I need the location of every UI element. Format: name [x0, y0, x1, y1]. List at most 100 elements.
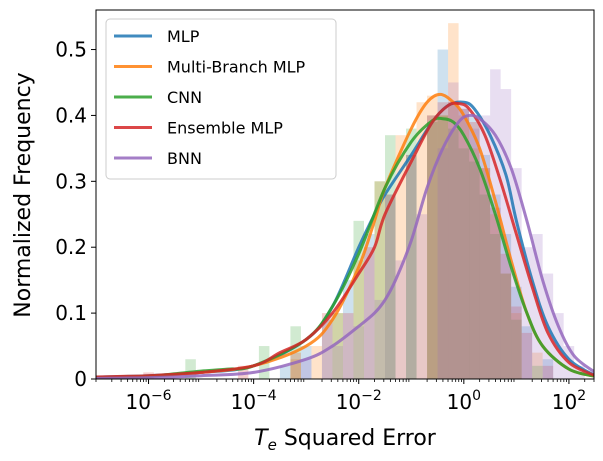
hist-bar-3-18	[542, 365, 554, 379]
x-tick-label-0: 10−6	[126, 388, 172, 414]
hist-bar-4-10	[479, 115, 491, 379]
hist-bar-4-9	[469, 128, 480, 379]
hist-bar-4-2	[353, 326, 364, 379]
hist-bar-4-11	[490, 69, 501, 379]
hist-bar-4-5	[416, 214, 428, 379]
hist-bar-4-0	[300, 359, 312, 379]
hist-bar-3-7	[406, 154, 417, 379]
hist-bar-0-17	[542, 359, 554, 379]
legend-label-4: BNN	[167, 149, 202, 168]
hist-bar-2-14	[490, 234, 501, 379]
hist-bar-3-12	[469, 122, 480, 379]
hist-bar-1-11	[469, 148, 480, 379]
hist-bar-2-13	[479, 194, 491, 379]
hist-bar-0-1	[300, 346, 312, 379]
plot-frame	[95, 9, 595, 380]
hist-bar-1-10	[458, 115, 470, 379]
hist-bar-3-11	[458, 108, 470, 379]
hist-bar-1-9	[448, 23, 459, 379]
legend-label-1: Multi-Branch MLP	[167, 58, 306, 77]
hist-bar-0-11	[469, 115, 480, 379]
hist-bar-1-5	[395, 135, 407, 379]
hist-bar-2-11	[458, 148, 470, 379]
kde-line-3	[96, 101, 594, 379]
hist-bar-2-0	[185, 359, 196, 379]
hist-bar-4-7	[448, 82, 459, 379]
hist-bar-4-6	[437, 148, 449, 379]
hist-bar-0-6	[406, 154, 417, 379]
hist-bar-2-6	[385, 135, 396, 379]
hist-bar-4-1	[332, 346, 343, 379]
hist-bar-3-16	[511, 306, 522, 379]
hist-bar-4-4	[395, 260, 407, 379]
hist-bar-0-9	[448, 102, 459, 379]
hist-bar-2-5	[374, 181, 386, 379]
hist-bar-2-17	[532, 365, 543, 379]
hist-bar-1-6	[416, 102, 428, 379]
hist-bar-1-1	[311, 346, 322, 379]
x-axis-label-symbol: T	[254, 426, 269, 451]
hist-bar-1-7	[427, 95, 438, 379]
y-axis-label: Normalized Frequency	[11, 72, 36, 317]
x-tick-label-4: 102	[552, 388, 586, 414]
hist-bar-2-16	[511, 319, 522, 379]
x-axis-label-text: Squared Error	[277, 426, 437, 451]
hist-bar-1-8	[437, 115, 449, 379]
hist-bar-4-12	[500, 89, 512, 379]
hist-bar-1-2	[332, 313, 343, 379]
legend-label-0: MLP	[167, 27, 200, 46]
hist-bar-0-8	[437, 49, 449, 379]
legend: MLP Multi-Branch MLP CNN Ensemble MLP BNN	[105, 18, 337, 180]
hist-bar-3-9	[437, 102, 449, 379]
hist-bar-0-5	[385, 194, 396, 379]
hist-bar-3-17	[521, 332, 533, 379]
hist-bar-2-15	[500, 273, 512, 379]
x-axis-label-subscript: e	[268, 436, 277, 454]
kde-layer	[96, 92, 594, 379]
legend-label-2: CNN	[167, 88, 202, 107]
hist-bar-2-9	[437, 115, 449, 379]
hist-bar-3-6	[385, 194, 396, 379]
hist-bar-0-15	[511, 286, 522, 379]
y-tick-label-0: 0	[74, 367, 87, 391]
hist-bar-3-10	[448, 102, 459, 379]
x-axis-label: Te Squared Error	[254, 426, 437, 454]
hist-bar-2-3	[332, 313, 343, 379]
hist-bar-3-13	[479, 168, 491, 379]
hist-bar-1-12	[479, 168, 491, 379]
hist-bar-3-5	[363, 247, 375, 379]
y-tick-label-5: 0.5	[55, 38, 87, 62]
hist-bar-1-3	[353, 260, 364, 379]
hist-bar-1-13	[490, 214, 501, 379]
hist-bar-2-7	[406, 128, 417, 379]
hist-bar-1-14	[500, 273, 512, 379]
hist-bar-3-8	[427, 115, 438, 379]
x-tick-label-3: 100	[447, 388, 481, 414]
hist-bar-0-7	[427, 115, 438, 379]
legend-frame	[105, 18, 337, 180]
y-tick-label-4: 0.4	[55, 103, 87, 127]
hist-bar-0-16	[521, 326, 533, 379]
y-tick-label-3: 0.3	[55, 169, 87, 193]
hist-bar-2-12	[469, 161, 480, 379]
hist-bar-1-4	[374, 181, 386, 379]
hist-bar-3-4	[342, 313, 354, 379]
hist-bar-0-10	[458, 108, 470, 379]
hist-bar-3-14	[490, 207, 501, 379]
hist-bar-1-16	[532, 352, 543, 379]
hist-bar-4-3	[374, 299, 386, 379]
hist-bar-0-14	[500, 234, 512, 379]
hist-bar-4-8	[458, 102, 470, 379]
hist-bar-1-15	[511, 313, 522, 379]
hist-bar-0-4	[363, 234, 375, 379]
hist-bar-0-12	[479, 154, 491, 379]
y-axis: 0 0.1 0.2 0.3 0.4 0.5	[55, 38, 96, 391]
x-tick-label-2: 10−2	[336, 388, 382, 414]
hist-bar-3-15	[500, 253, 512, 379]
hist-bar-0-0	[279, 365, 291, 379]
hist-bar-2-8	[427, 122, 438, 379]
hist-bar-1-0	[290, 359, 301, 379]
hist-bar-2-4	[353, 220, 364, 379]
hist-bar-4-13	[511, 168, 522, 379]
